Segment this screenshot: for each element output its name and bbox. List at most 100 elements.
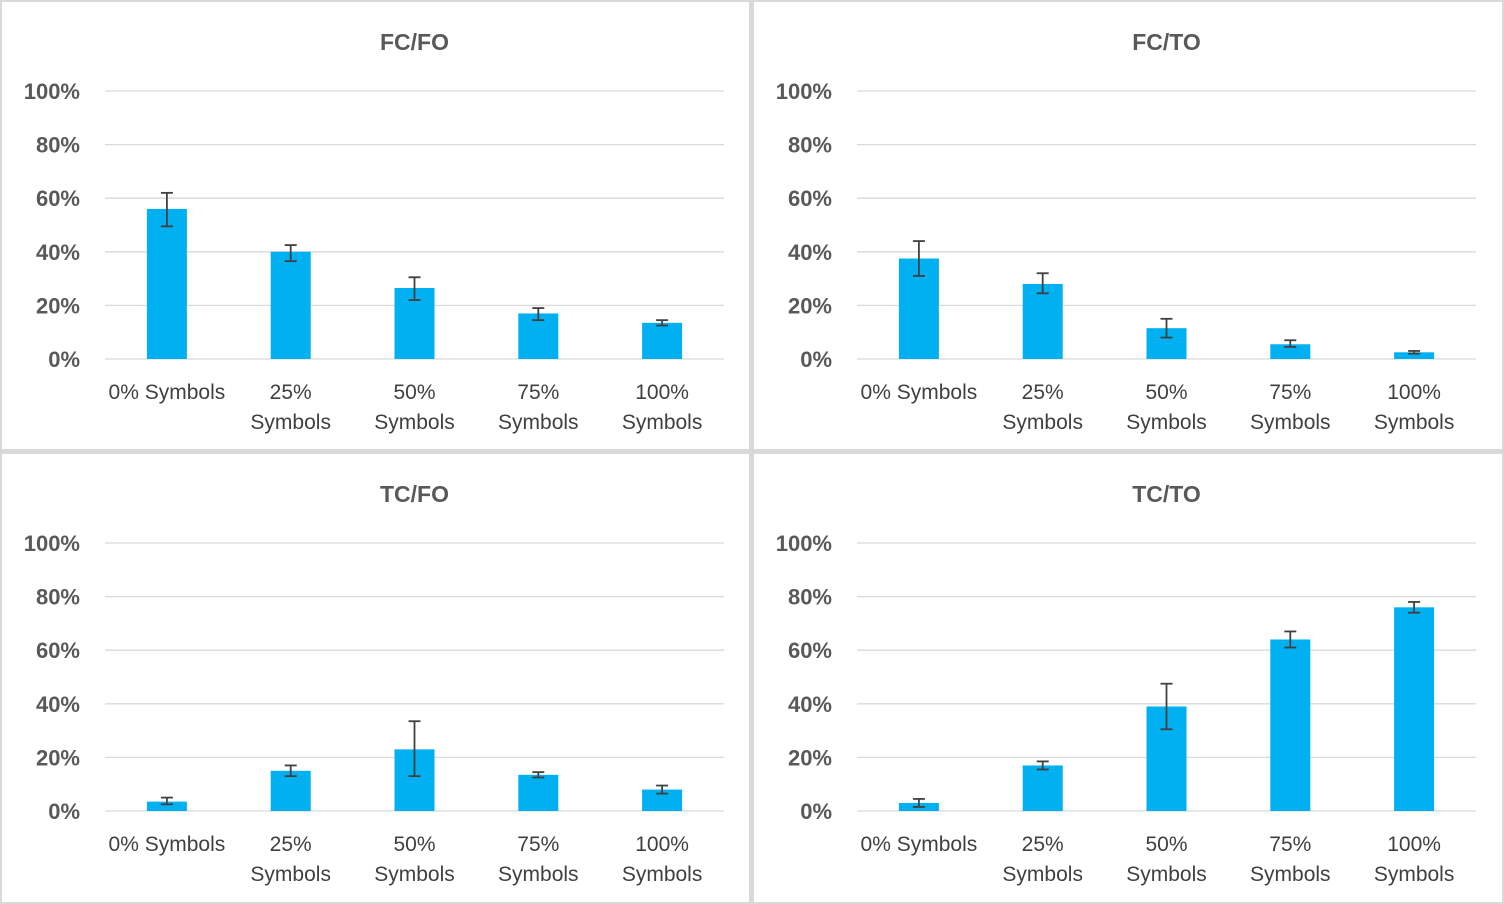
x-category-label: 0% Symbols bbox=[109, 833, 226, 856]
x-category-label: 0% Symbols bbox=[109, 381, 226, 404]
x-category-label: Symbols bbox=[622, 863, 703, 886]
bar bbox=[1394, 352, 1435, 359]
x-category-label: 0% Symbols bbox=[861, 833, 978, 856]
chart-panel-tc-to: TC/TO 0% 20% 40% 60% 80% 100% 0% Symbols 25% Symb… bbox=[754, 454, 1502, 902]
y-tick-label: 40% bbox=[36, 692, 80, 717]
bar bbox=[270, 251, 311, 359]
x-category-label: 75% bbox=[517, 833, 559, 856]
chart-title: TC/TO bbox=[1132, 481, 1201, 507]
chart-panel-fc-to: FC/TO 0% 20% 40% 60% 80% 100% 0% Symbols 25% Symb… bbox=[754, 2, 1502, 449]
x-category-label: 25% bbox=[270, 381, 312, 404]
x-category-label: 75% bbox=[1269, 381, 1311, 404]
bar bbox=[1270, 344, 1311, 359]
y-tick-label: 20% bbox=[788, 293, 832, 318]
x-category-label: Symbols bbox=[498, 411, 579, 434]
x-category-label: 100% bbox=[1387, 381, 1441, 404]
x-category-label: Symbols bbox=[1126, 863, 1207, 886]
chart-panel-fc-fo: FC/FO 0% 20% 40% 60% 80% 100% 0% Symbols 25% Symb… bbox=[2, 2, 749, 449]
x-category-label: Symbols bbox=[250, 863, 331, 886]
x-category-label: Symbols bbox=[374, 863, 455, 886]
y-tick-label: 40% bbox=[788, 692, 832, 717]
y-tick-label: 0% bbox=[48, 799, 80, 824]
x-category-label: Symbols bbox=[1002, 863, 1083, 886]
error-bar bbox=[284, 244, 297, 263]
chart-title: FC/FO bbox=[380, 29, 449, 55]
x-category-label: 25% bbox=[1022, 381, 1064, 404]
y-tick-label: 40% bbox=[788, 240, 832, 265]
x-category-label: 50% bbox=[393, 833, 435, 856]
error-bar bbox=[1408, 601, 1421, 614]
y-tick-label: 20% bbox=[36, 745, 80, 770]
x-category-label: Symbols bbox=[498, 863, 579, 886]
bar bbox=[1394, 607, 1435, 811]
error-bar bbox=[1284, 630, 1297, 649]
x-category-label: 25% bbox=[1022, 833, 1064, 856]
x-category-label: Symbols bbox=[622, 411, 703, 434]
y-tick-label: 0% bbox=[48, 347, 80, 372]
error-bar bbox=[656, 319, 669, 327]
error-bar bbox=[1284, 339, 1297, 348]
chart-title: FC/TO bbox=[1132, 29, 1201, 55]
x-category-label: 50% bbox=[1145, 381, 1187, 404]
x-category-label: 50% bbox=[393, 381, 435, 404]
y-tick-label: 0% bbox=[800, 799, 832, 824]
y-tick-label: 0% bbox=[800, 347, 832, 372]
x-category-label: Symbols bbox=[1250, 411, 1331, 434]
bar bbox=[1022, 765, 1063, 811]
error-bar bbox=[408, 720, 421, 778]
y-tick-label: 60% bbox=[788, 186, 832, 211]
chart-svg: TC/TO 0% 20% 40% 60% 80% 100% 0% Symbols 25% Symb… bbox=[776, 481, 1476, 886]
y-tick-label: 80% bbox=[36, 133, 80, 158]
y-tick-label: 80% bbox=[36, 585, 80, 610]
x-category-label: 50% bbox=[1145, 833, 1187, 856]
x-category-label: 25% bbox=[270, 833, 312, 856]
y-tick-label: 100% bbox=[24, 531, 80, 556]
y-tick-label: 100% bbox=[776, 79, 832, 104]
error-bar bbox=[532, 771, 545, 779]
bar bbox=[1270, 639, 1311, 811]
y-tick-label: 60% bbox=[788, 638, 832, 663]
x-category-label: 0% Symbols bbox=[861, 381, 978, 404]
bar bbox=[642, 322, 683, 359]
x-category-label: 75% bbox=[517, 381, 559, 404]
x-category-label: 75% bbox=[1269, 833, 1311, 856]
chart-svg: FC/FO 0% 20% 40% 60% 80% 100% 0% Symbols 25% Symb… bbox=[24, 29, 724, 434]
error-bar bbox=[160, 796, 173, 806]
chart-panel-tc-fo: TC/FO 0% 20% 40% 60% 80% 100% 0% Symbols 25% Symb… bbox=[2, 454, 749, 902]
y-tick-label: 100% bbox=[776, 531, 832, 556]
x-category-label: Symbols bbox=[1374, 411, 1455, 434]
error-bar bbox=[408, 276, 421, 301]
y-tick-label: 20% bbox=[788, 745, 832, 770]
y-tick-label: 60% bbox=[36, 638, 80, 663]
error-bar bbox=[912, 240, 925, 277]
chart-svg: FC/TO 0% 20% 40% 60% 80% 100% 0% Symbols 25% Symb… bbox=[776, 29, 1476, 434]
error-bar bbox=[656, 784, 669, 795]
bar bbox=[518, 774, 559, 811]
x-category-label: Symbols bbox=[1126, 411, 1207, 434]
error-bar bbox=[160, 191, 173, 228]
error-bar bbox=[284, 764, 297, 778]
x-category-label: 100% bbox=[1387, 833, 1441, 856]
error-bar bbox=[532, 307, 545, 322]
x-category-label: Symbols bbox=[1374, 863, 1455, 886]
chart-title: TC/FO bbox=[380, 481, 449, 507]
error-bar bbox=[1036, 760, 1049, 771]
chart-svg: TC/FO 0% 20% 40% 60% 80% 100% 0% Symbols 25% Symb… bbox=[24, 481, 724, 886]
bar bbox=[642, 789, 683, 811]
bar bbox=[270, 770, 311, 811]
x-category-label: 100% bbox=[635, 833, 689, 856]
y-tick-label: 80% bbox=[788, 585, 832, 610]
error-bar bbox=[912, 798, 925, 808]
bar bbox=[146, 801, 187, 811]
y-tick-label: 40% bbox=[36, 240, 80, 265]
y-tick-label: 60% bbox=[36, 186, 80, 211]
x-category-label: Symbols bbox=[250, 411, 331, 434]
x-category-label: 100% bbox=[635, 381, 689, 404]
y-tick-label: 80% bbox=[788, 133, 832, 158]
x-category-label: Symbols bbox=[1250, 863, 1331, 886]
bar bbox=[146, 208, 187, 359]
error-bar bbox=[1160, 682, 1173, 731]
bar bbox=[1022, 283, 1063, 359]
y-tick-label: 100% bbox=[24, 79, 80, 104]
